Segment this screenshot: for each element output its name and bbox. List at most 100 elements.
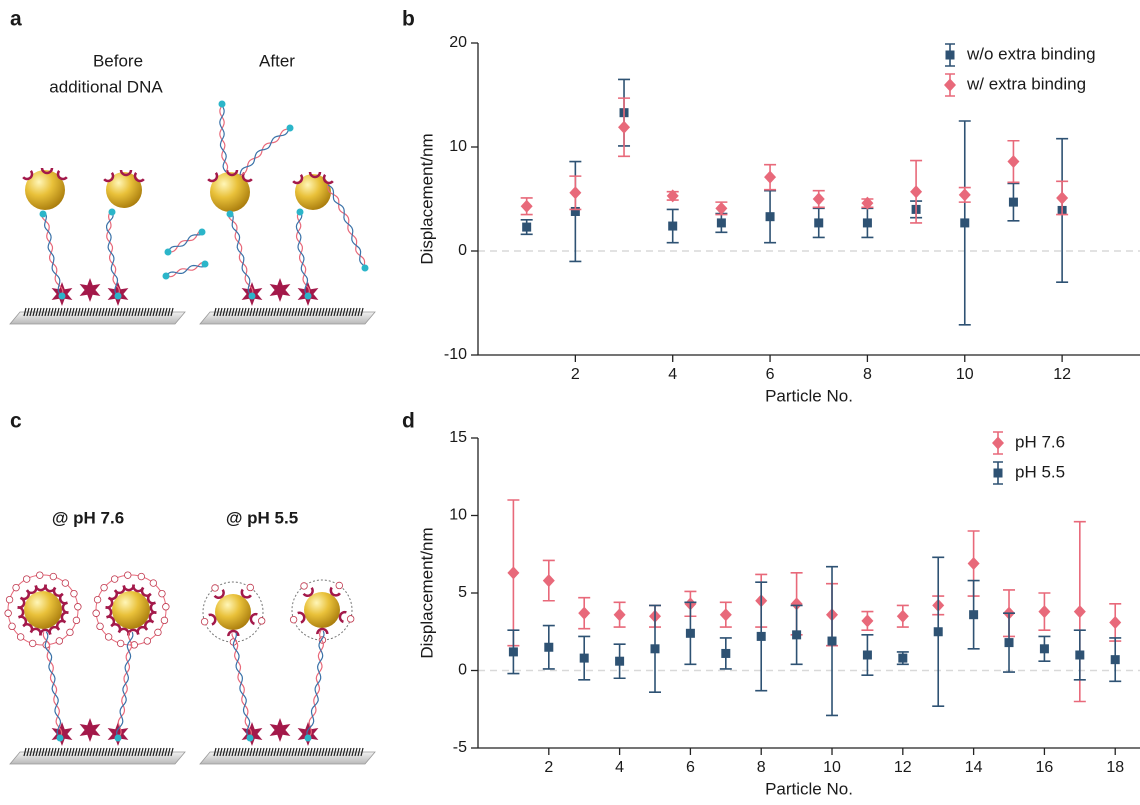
brush <box>351 747 355 757</box>
brush <box>35 747 39 757</box>
brush <box>38 747 42 757</box>
marker <box>579 653 589 663</box>
dna-end <box>246 734 254 742</box>
brush <box>231 307 235 317</box>
brush <box>68 747 72 757</box>
legend-label: pH 5.5 <box>1015 462 1065 481</box>
brush <box>107 747 111 757</box>
illustration-caption: Before <box>93 51 143 70</box>
receptor <box>249 612 258 626</box>
marker <box>1004 638 1014 648</box>
brush <box>50 747 54 757</box>
brush <box>80 747 84 757</box>
charge <box>143 637 152 645</box>
brush <box>246 747 250 757</box>
x-tick-label: 18 <box>1106 759 1124 776</box>
dna-strand <box>41 212 64 297</box>
brush <box>122 307 126 317</box>
charge <box>158 589 166 598</box>
marker <box>721 648 731 658</box>
receptor <box>22 169 34 181</box>
charge <box>92 609 100 617</box>
dna-end <box>201 260 209 268</box>
brush <box>146 747 150 757</box>
brush <box>318 307 322 317</box>
charge <box>70 589 78 598</box>
brush <box>41 307 45 317</box>
y-tick-label: 0 <box>458 662 467 679</box>
brush <box>273 747 277 757</box>
dna-strand <box>42 632 63 739</box>
receptor <box>103 171 115 183</box>
receptor <box>338 610 347 624</box>
panel-label: a <box>10 8 22 31</box>
brush <box>140 307 144 317</box>
charge <box>300 582 308 590</box>
brush <box>23 747 27 757</box>
brush <box>68 307 72 317</box>
protein <box>79 718 101 742</box>
dna-end <box>296 208 304 216</box>
marker <box>958 188 971 202</box>
brush <box>279 307 283 317</box>
marker <box>792 630 802 640</box>
brush <box>252 747 256 757</box>
brush <box>32 307 36 317</box>
brush <box>321 747 325 757</box>
dna-end <box>164 248 172 256</box>
brush <box>56 307 60 317</box>
marker <box>542 574 555 588</box>
marker <box>666 189 679 203</box>
brush <box>345 747 349 757</box>
x-tick-label: 6 <box>686 759 695 776</box>
dna-strand <box>168 229 202 253</box>
brush <box>252 307 256 317</box>
brush <box>264 307 268 317</box>
illustration-caption: After <box>259 51 295 70</box>
illustration-caption: additional DNA <box>49 77 163 96</box>
brush <box>44 747 48 757</box>
marker <box>1110 655 1120 665</box>
brush <box>149 747 153 757</box>
dna-end <box>39 210 47 218</box>
marker <box>896 609 909 623</box>
brush <box>306 307 310 317</box>
brush <box>128 747 132 757</box>
marker <box>615 656 625 666</box>
receptor <box>149 601 157 614</box>
legend-marker <box>945 50 955 60</box>
brush <box>47 307 51 317</box>
brush <box>312 747 316 757</box>
brush <box>95 747 99 757</box>
panel-label: b <box>402 8 415 31</box>
brush <box>122 747 126 757</box>
brush <box>279 747 283 757</box>
marker <box>618 120 631 134</box>
charge-shell <box>291 579 353 641</box>
brush <box>149 307 153 317</box>
receptor <box>119 169 133 177</box>
gold-particle <box>106 172 142 208</box>
charge <box>96 622 104 631</box>
brush <box>315 747 319 757</box>
brush <box>116 307 120 317</box>
brush <box>101 307 105 317</box>
brush <box>23 307 27 317</box>
marker <box>544 642 554 652</box>
brush <box>167 747 171 757</box>
illustration-caption: @ pH 7.6 <box>52 508 124 527</box>
receptor <box>308 171 322 179</box>
brush <box>264 747 268 757</box>
charge <box>257 617 266 625</box>
charge <box>100 583 108 592</box>
dna-end <box>361 264 369 272</box>
brush <box>113 747 117 757</box>
marker <box>522 222 532 232</box>
charge <box>36 571 44 579</box>
brush <box>41 747 45 757</box>
marker <box>765 212 775 222</box>
charge <box>66 628 74 637</box>
x-axis-title: Particle No. <box>765 779 853 798</box>
charge <box>200 617 209 626</box>
